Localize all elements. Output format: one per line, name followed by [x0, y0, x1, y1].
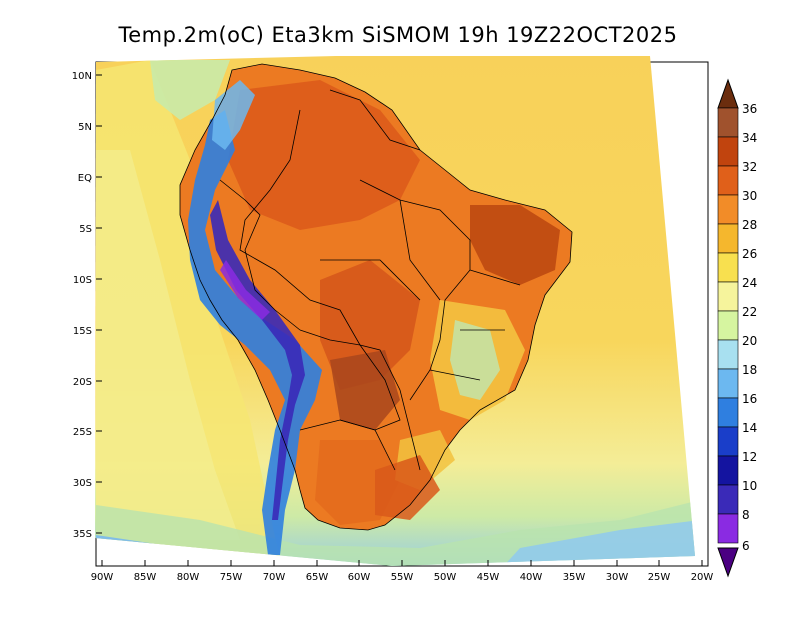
- colorbar-label: 22: [742, 305, 757, 319]
- country-boundaries: [179, 63, 573, 531]
- continent-coastline: [179, 63, 573, 531]
- map-field: [95, 56, 695, 566]
- colorbar-label: 30: [742, 189, 757, 203]
- colorbar-cell: [717, 513, 739, 544]
- colorbar-cells: [717, 107, 739, 544]
- lat-label: 5S: [79, 224, 92, 235]
- lat-label: 10N: [72, 71, 92, 82]
- lon-label: 30W: [606, 572, 629, 583]
- argentina-border: [299, 419, 396, 471]
- colorbar-label: 10: [742, 479, 757, 493]
- lat-label: 5N: [78, 122, 92, 133]
- lon-label: 55W: [391, 572, 414, 583]
- colorbar-label: 16: [742, 392, 757, 406]
- latitude-labels: 10N 5N EQ 5S 10S 15S 20S 25S 30S 35S: [72, 71, 92, 540]
- chaco-hot-zone: [330, 350, 400, 430]
- lon-label: 65W: [306, 572, 329, 583]
- colorbar-label: 36: [742, 102, 757, 116]
- colorbar-label: 20: [742, 334, 757, 348]
- guianas-border: [329, 89, 421, 151]
- andes-purple-streak: [220, 260, 270, 320]
- colorbar: 36 34 32 30 28 26 24 22 20 18 16 14 12 1…: [717, 78, 757, 578]
- colorbar-labels: 36 34 32 30 28 26 24 22 20 18 16 14 12 1…: [742, 102, 757, 553]
- lat-label: 30S: [73, 478, 92, 489]
- colorbar-cell: [717, 136, 739, 167]
- bolivia-border: [299, 329, 361, 346]
- lon-label: 80W: [177, 572, 200, 583]
- colorbar-cell: [717, 165, 739, 196]
- lat-label: 20S: [73, 377, 92, 388]
- colorbar-cell: [717, 107, 739, 138]
- map-title: Temp.2m(oC) Eta3km SiSMOM 19h 19Z22OCT20…: [118, 23, 678, 47]
- minas-cool-spots: [450, 320, 500, 400]
- colorbar-cell: [717, 397, 739, 428]
- lat-label: EQ: [78, 173, 92, 184]
- andes-north-cool: [212, 80, 255, 150]
- lon-label: 85W: [134, 572, 157, 583]
- colorbar-cell: [717, 339, 739, 370]
- colorbar-label: 32: [742, 160, 757, 174]
- lon-label: 75W: [220, 572, 243, 583]
- colorbar-cell: [717, 223, 739, 254]
- lon-label: 90W: [91, 572, 114, 583]
- lon-label: 40W: [520, 572, 543, 583]
- lon-label: 50W: [434, 572, 457, 583]
- amazon-hot-zone: [228, 80, 420, 230]
- lon-label: 45W: [477, 572, 500, 583]
- colorbar-label: 18: [742, 363, 757, 377]
- colorbar-label: 24: [742, 276, 757, 290]
- colorbar-bottom-arrow: [717, 547, 739, 578]
- colorbar-cell: [717, 281, 739, 312]
- lat-label: 25S: [73, 427, 92, 438]
- axis-ticks: [96, 74, 703, 566]
- andes-cold-band: [188, 110, 322, 555]
- colorbar-label: 12: [742, 450, 757, 464]
- lon-label: 35W: [563, 572, 586, 583]
- pacific-cool-zone-2: [96, 150, 240, 540]
- colorbar-label: 34: [742, 131, 757, 145]
- colorbar-cell: [717, 368, 739, 399]
- colorbar-label: 28: [742, 218, 757, 232]
- colorbar-label: 6: [742, 539, 750, 553]
- northeast-brazil-hot-zone: [470, 205, 560, 285]
- colorbar-label: 14: [742, 421, 757, 435]
- lat-label: 15S: [73, 326, 92, 337]
- colorbar-cell: [717, 310, 739, 341]
- colorbar-cell: [717, 252, 739, 283]
- lon-label: 60W: [348, 572, 371, 583]
- lat-label: 35S: [73, 529, 92, 540]
- lat-label: 10S: [73, 275, 92, 286]
- lon-label: 25W: [648, 572, 671, 583]
- lon-label: 70W: [263, 572, 286, 583]
- andean-border: [219, 179, 301, 331]
- colorbar-cell: [717, 455, 739, 486]
- uruguay-zone: [375, 455, 440, 520]
- colorbar-cell: [717, 484, 739, 515]
- colorbar-label: 26: [742, 247, 757, 261]
- colorbar-label: 8: [742, 508, 750, 522]
- longitude-labels: 90W 85W 80W 75W 70W 65W 60W 55W 50W 45W …: [91, 572, 714, 583]
- brazil-state-lines: [320, 179, 521, 401]
- brazil-western-border: [239, 109, 421, 471]
- colorbar-top-arrow: [717, 78, 739, 109]
- colorbar-cell: [717, 426, 739, 457]
- colorbar-cell: [717, 194, 739, 225]
- northwest-cool-strip: [150, 60, 230, 120]
- lon-label: 20W: [691, 572, 714, 583]
